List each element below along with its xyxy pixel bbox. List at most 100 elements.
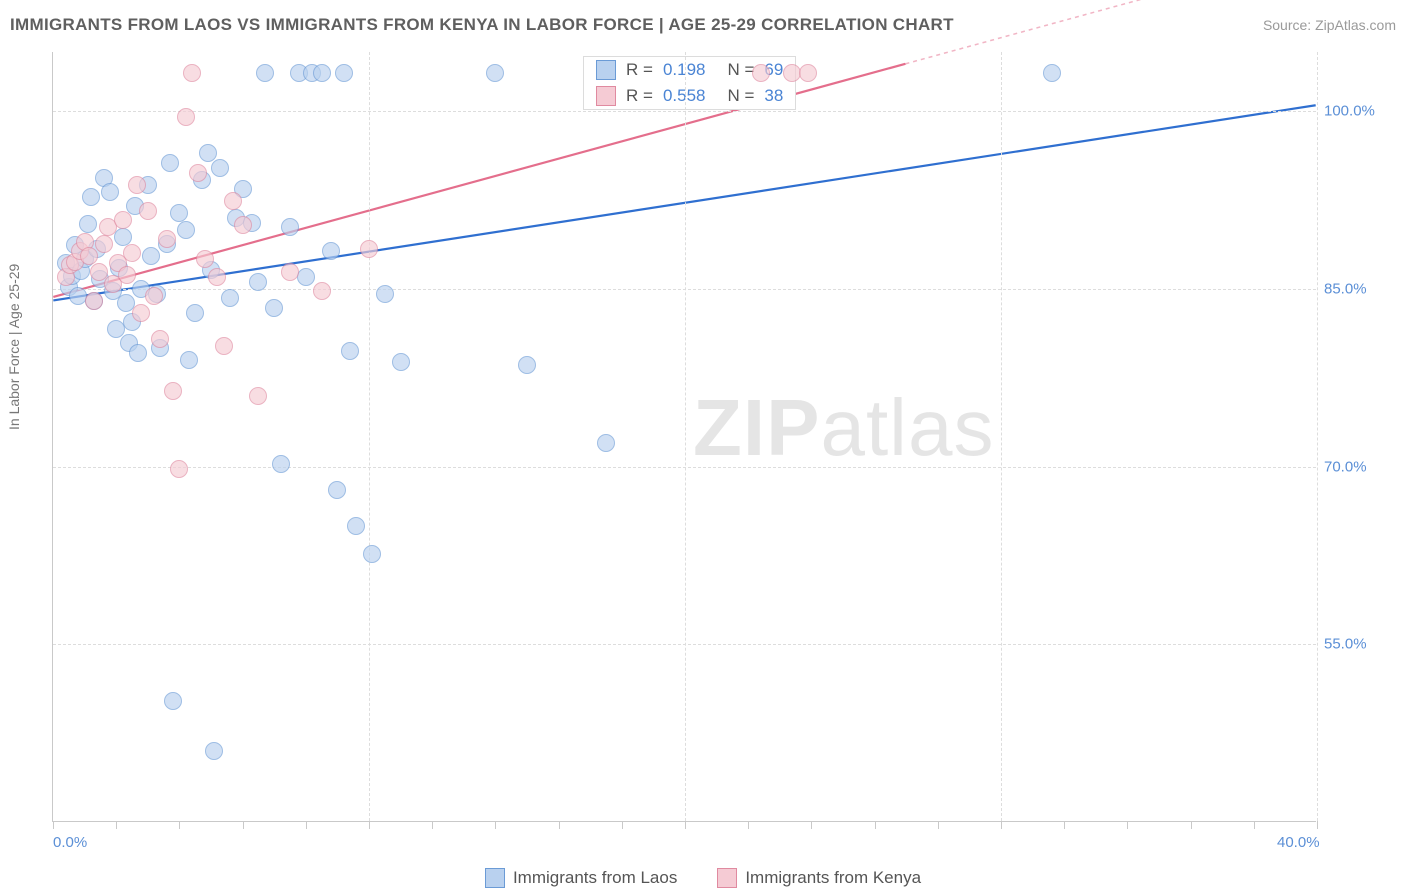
data-point-kenya (132, 304, 150, 322)
source-attribution: Source: ZipAtlas.com (1263, 17, 1396, 33)
data-point-kenya (95, 235, 113, 253)
data-point-laos (129, 344, 147, 362)
y-tick-label: 70.0% (1324, 458, 1386, 475)
data-point-laos (170, 204, 188, 222)
data-point-laos (177, 221, 195, 239)
y-tick-label: 100.0% (1324, 103, 1386, 120)
scatter-plot-area: ZIPatlas R =0.198N =69R =0.558N =38 55.0… (52, 52, 1316, 822)
data-point-kenya (234, 216, 252, 234)
data-point-laos (392, 353, 410, 371)
data-point-laos (281, 218, 299, 236)
data-point-laos (376, 285, 394, 303)
x-tick (811, 821, 812, 829)
x-tick (306, 821, 307, 829)
data-point-kenya (189, 164, 207, 182)
legend-item-laos: Immigrants from Laos (485, 868, 677, 888)
x-tick-label: 0.0% (53, 834, 87, 851)
x-tick (53, 821, 54, 829)
x-tick (748, 821, 749, 829)
data-point-laos (265, 299, 283, 317)
data-point-laos (1043, 64, 1061, 82)
data-point-kenya (360, 240, 378, 258)
data-point-kenya (215, 337, 233, 355)
data-point-laos (297, 268, 315, 286)
legend-label-laos: Immigrants from Laos (513, 868, 677, 888)
data-point-kenya (158, 230, 176, 248)
data-point-laos (518, 356, 536, 374)
x-tick (179, 821, 180, 829)
data-point-laos (82, 188, 100, 206)
gridline-vertical (685, 52, 686, 821)
data-point-laos (211, 159, 229, 177)
x-tick (432, 821, 433, 829)
data-point-laos (180, 351, 198, 369)
legend-item-kenya: Immigrants from Kenya (717, 868, 921, 888)
data-point-laos (322, 242, 340, 260)
data-point-laos (256, 64, 274, 82)
x-tick (1001, 821, 1002, 829)
data-point-kenya (123, 244, 141, 262)
data-point-laos (142, 247, 160, 265)
data-point-kenya (224, 192, 242, 210)
legend-swatch-laos (485, 868, 505, 888)
x-tick (1127, 821, 1128, 829)
x-tick (1317, 821, 1318, 829)
data-point-kenya (196, 250, 214, 268)
data-point-laos (186, 304, 204, 322)
data-point-laos (101, 183, 119, 201)
data-point-kenya (177, 108, 195, 126)
data-point-kenya (118, 266, 136, 284)
y-tick-label: 85.0% (1324, 280, 1386, 297)
stats-swatch-kenya (596, 86, 616, 106)
data-point-kenya (799, 64, 817, 82)
data-point-laos (272, 455, 290, 473)
data-point-laos (328, 481, 346, 499)
data-point-laos (199, 144, 217, 162)
x-tick (685, 821, 686, 829)
data-point-kenya (139, 202, 157, 220)
data-point-laos (164, 692, 182, 710)
stats-row-kenya: R =0.558N =38 (584, 83, 795, 109)
x-tick (559, 821, 560, 829)
data-point-laos (341, 342, 359, 360)
x-tick (938, 821, 939, 829)
data-point-laos (597, 434, 615, 452)
data-point-kenya (128, 176, 146, 194)
y-tick-label: 55.0% (1324, 636, 1386, 653)
x-tick (1064, 821, 1065, 829)
data-point-laos (249, 273, 267, 291)
chart-title: IMMIGRANTS FROM LAOS VS IMMIGRANTS FROM … (10, 15, 954, 35)
gridline-vertical (1317, 52, 1318, 821)
data-point-kenya (151, 330, 169, 348)
legend-label-kenya: Immigrants from Kenya (745, 868, 921, 888)
x-tick-label: 40.0% (1277, 834, 1320, 851)
x-tick (1254, 821, 1255, 829)
data-point-kenya (752, 64, 770, 82)
x-tick (495, 821, 496, 829)
data-point-kenya (183, 64, 201, 82)
data-point-laos (313, 64, 331, 82)
data-point-kenya (145, 287, 163, 305)
legend-swatch-kenya (717, 868, 737, 888)
x-tick (875, 821, 876, 829)
data-point-kenya (249, 387, 267, 405)
stats-swatch-laos (596, 60, 616, 80)
data-point-laos (161, 154, 179, 172)
data-point-kenya (85, 292, 103, 310)
x-tick (243, 821, 244, 829)
data-point-laos (363, 545, 381, 563)
data-point-laos (221, 289, 239, 307)
data-point-kenya (208, 268, 226, 286)
x-tick (369, 821, 370, 829)
data-point-laos (79, 215, 97, 233)
data-point-kenya (170, 460, 188, 478)
x-tick (622, 821, 623, 829)
data-point-laos (205, 742, 223, 760)
data-point-kenya (164, 382, 182, 400)
data-point-laos (347, 517, 365, 535)
data-point-kenya (114, 211, 132, 229)
data-point-kenya (281, 263, 299, 281)
y-axis-title: In Labor Force | Age 25-29 (6, 264, 22, 430)
data-point-kenya (313, 282, 331, 300)
x-tick (116, 821, 117, 829)
